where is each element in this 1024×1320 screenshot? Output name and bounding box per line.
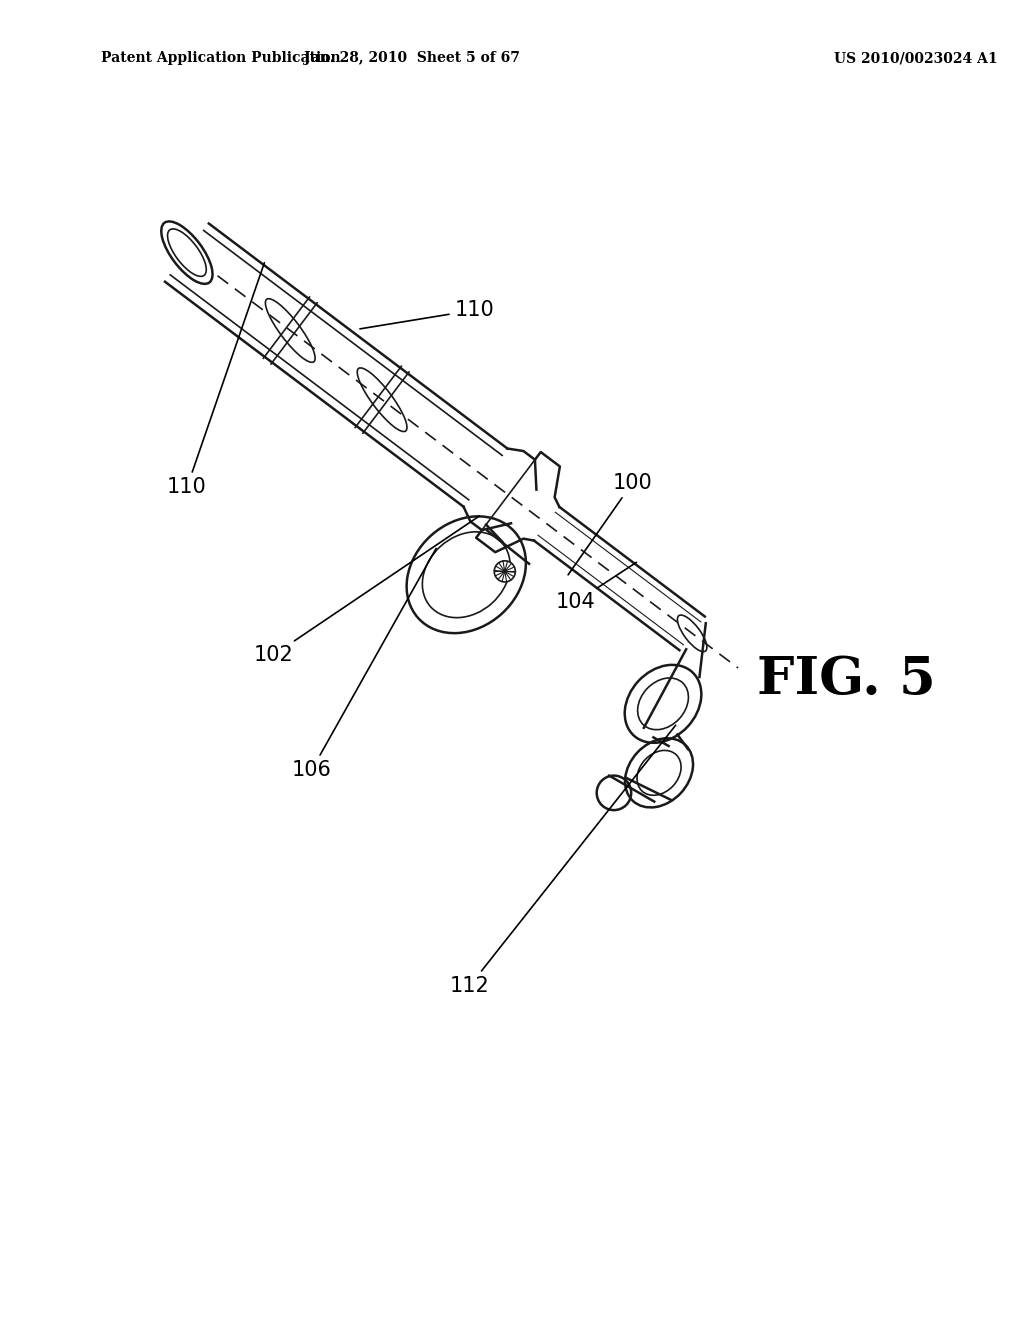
Text: US 2010/0023024 A1: US 2010/0023024 A1 bbox=[834, 51, 997, 66]
Text: 110: 110 bbox=[359, 300, 495, 329]
Text: 100: 100 bbox=[568, 473, 652, 574]
Text: Jan. 28, 2010  Sheet 5 of 67: Jan. 28, 2010 Sheet 5 of 67 bbox=[304, 51, 520, 66]
Text: 110: 110 bbox=[167, 263, 264, 498]
Text: 102: 102 bbox=[253, 516, 479, 665]
Text: FIG. 5: FIG. 5 bbox=[757, 653, 936, 705]
Text: 104: 104 bbox=[555, 562, 637, 612]
Circle shape bbox=[495, 561, 515, 582]
Text: 106: 106 bbox=[292, 548, 436, 780]
Text: Patent Application Publication: Patent Application Publication bbox=[100, 51, 340, 66]
Text: 112: 112 bbox=[450, 725, 676, 995]
